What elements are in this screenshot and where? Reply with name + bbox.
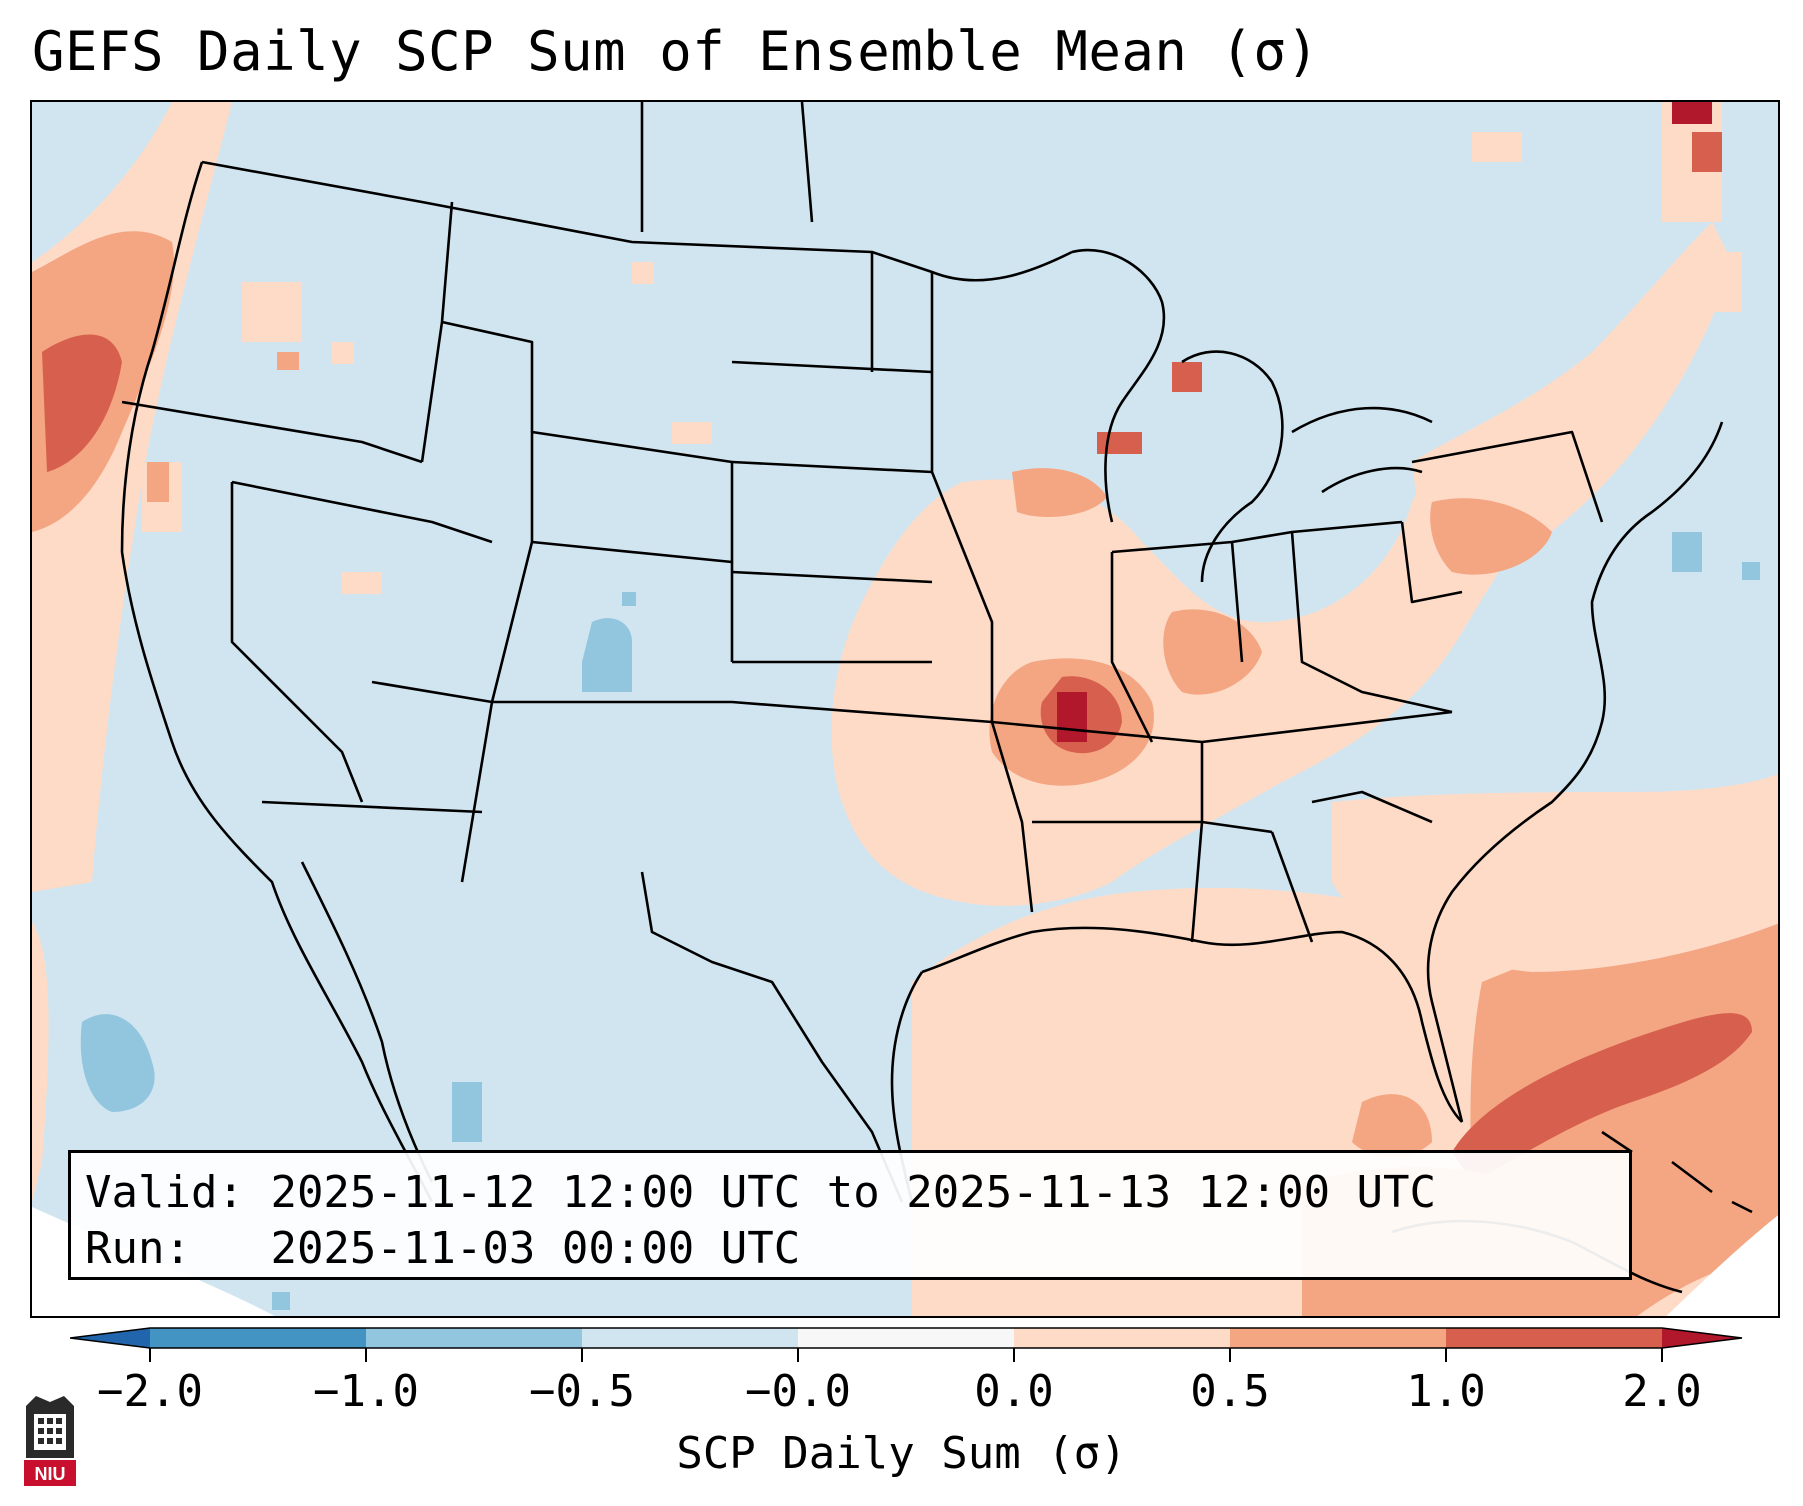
logo-text: NIU [35, 1464, 66, 1484]
colorbar-tick-label: 0.0 [974, 1366, 1054, 1417]
valid-label: Valid: [85, 1167, 244, 1218]
scp-map [30, 100, 1780, 1318]
colorbar-tick-label: 2.0 [1622, 1366, 1702, 1417]
colorbar-segment [1230, 1328, 1446, 1348]
map-title: GEFS Daily SCP Sum of Ensemble Mean (σ) [32, 20, 1320, 83]
colorbar-segment [1014, 1328, 1230, 1348]
colorbar-tick-label: −0.5 [529, 1366, 635, 1417]
colorbar-segment [150, 1328, 366, 1348]
colorbar-tick-label: 0.5 [1190, 1366, 1270, 1417]
run-value: 2025-11-03 00:00 UTC [270, 1223, 801, 1274]
run-label: Run: [85, 1223, 191, 1274]
colorbar-tick-label: 1.0 [1406, 1366, 1486, 1417]
boundaries [120, 102, 1753, 1294]
colorbar-extend-right [1662, 1328, 1742, 1348]
colorbar-label: SCP Daily Sum (σ) [676, 1428, 1127, 1479]
valid-run-box: Valid: 2025-11-12 12:00 UTC to 2025-11-1… [68, 1150, 1632, 1280]
colorbar-segment [582, 1328, 798, 1348]
map-canvas [32, 102, 1778, 1316]
colorbar-tick-label: −2.0 [97, 1366, 203, 1417]
colorbar-extend-left [70, 1328, 150, 1348]
niu-tower-icon: NIU [24, 1396, 76, 1486]
colorbar-segment [798, 1328, 1014, 1348]
colorbar [70, 1327, 1743, 1362]
colorbar-segment [366, 1328, 582, 1348]
colorbar-tick-label: −0.0 [745, 1366, 851, 1417]
colorbar-segment [1446, 1328, 1662, 1348]
valid-value: 2025-11-12 12:00 UTC to 2025-11-13 12:00… [270, 1167, 1437, 1218]
colorbar-tick-label: −1.0 [313, 1366, 419, 1417]
